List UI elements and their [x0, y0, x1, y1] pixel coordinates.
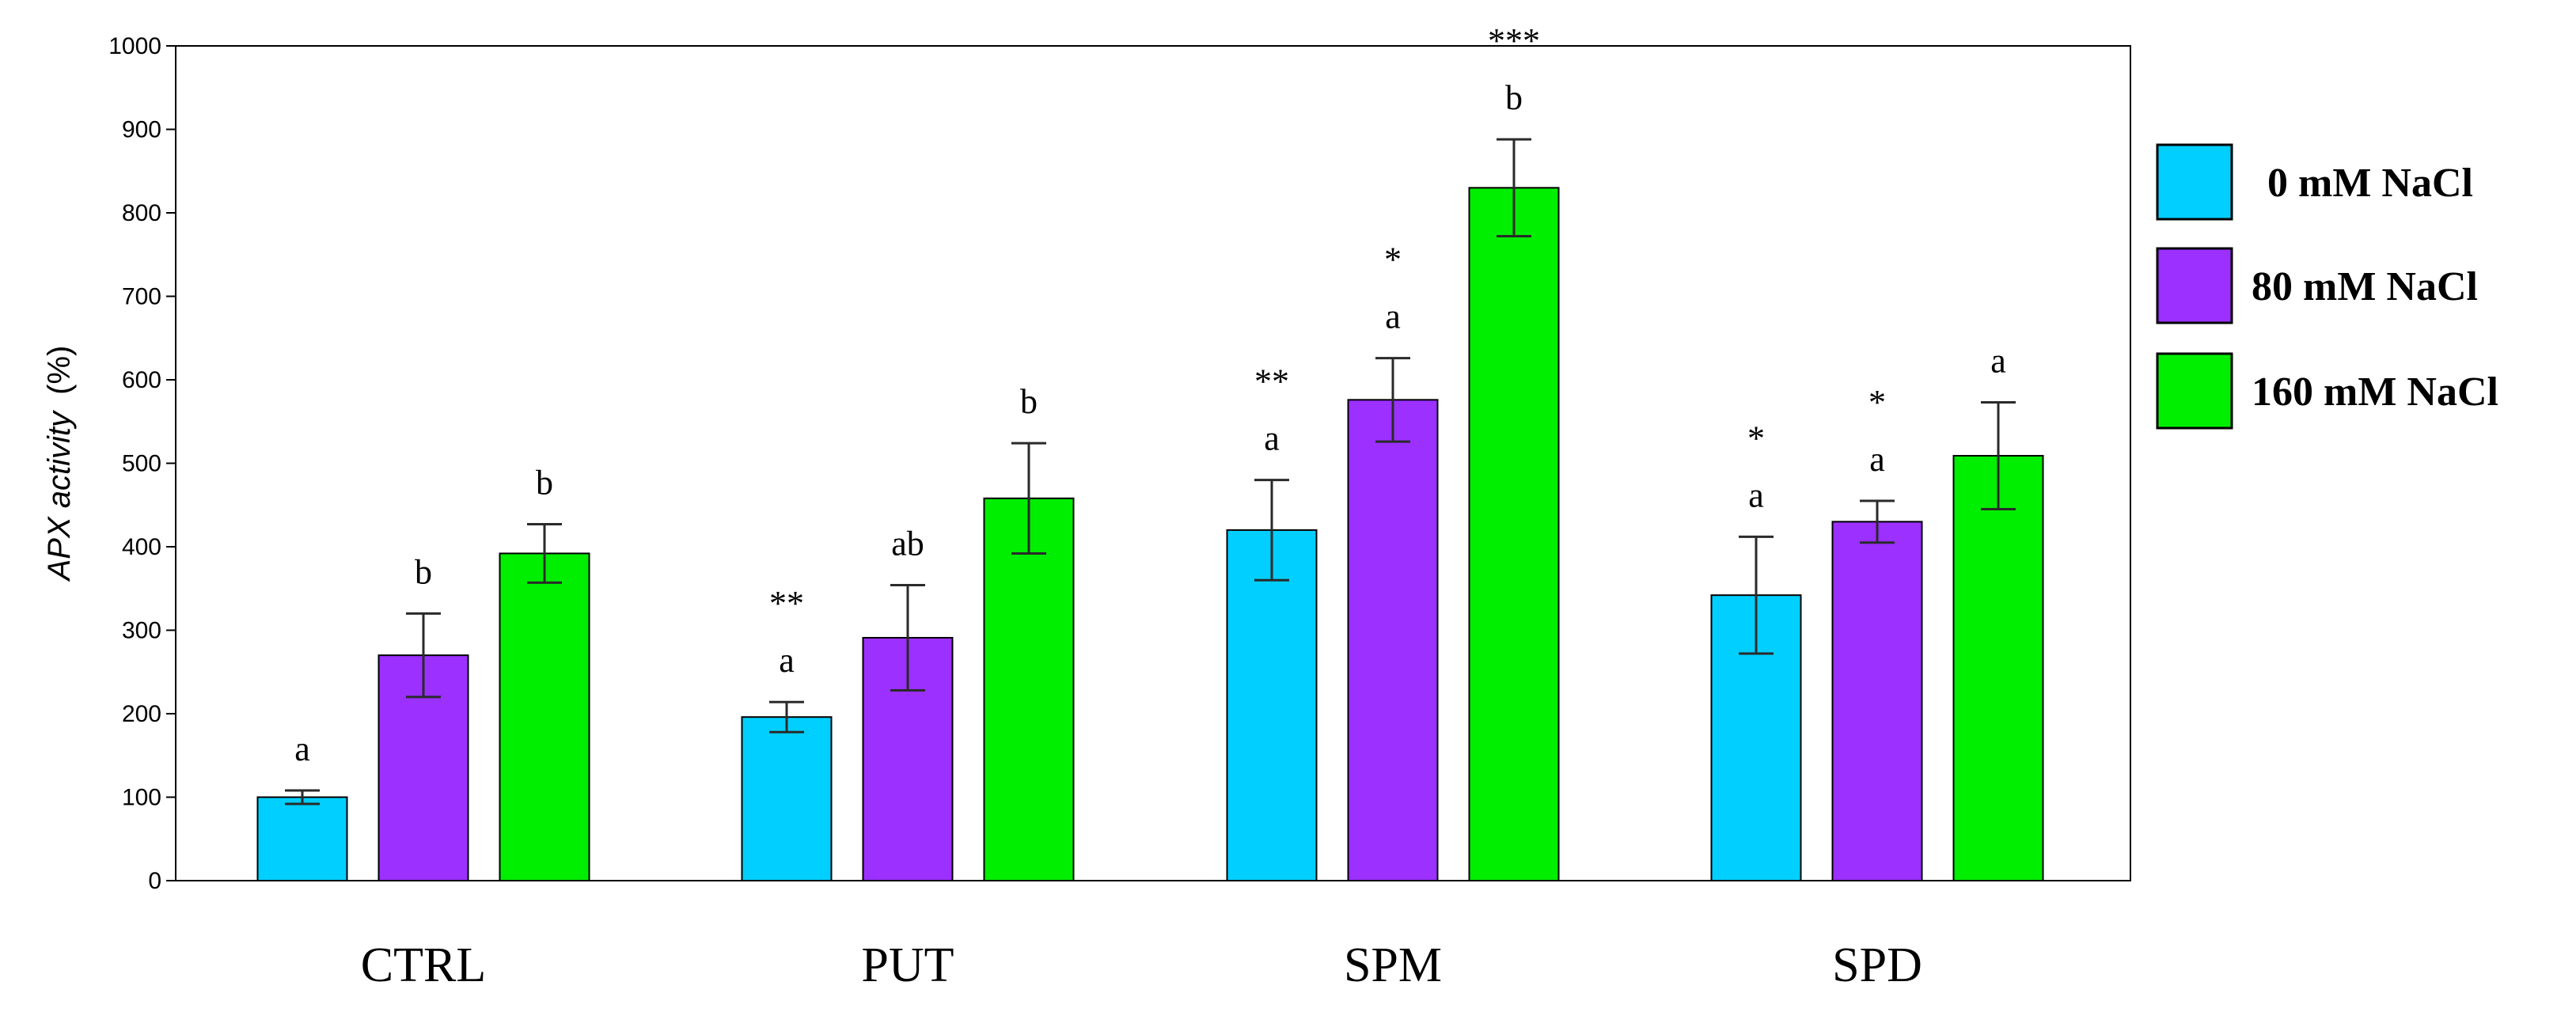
y-tick-label-600: 600 [122, 367, 161, 393]
legend-label-0: 0 mM NaCl [2267, 161, 2473, 206]
y-axis: 0 100 200 300 400 500 600 700 800 900 1000 [108, 33, 176, 894]
letter-spd-2: a [1990, 341, 2006, 380]
y-tick-label-800: 800 [122, 200, 161, 226]
x-axis-labels: CTRL PUT SPM SPD [361, 938, 1922, 992]
letter-spd-1: a [1869, 440, 1885, 479]
letter-spm-1: a [1385, 298, 1401, 336]
stars-spd-1: * [1868, 383, 1886, 422]
x-label-ctrl: CTRL [361, 938, 486, 992]
y-tick-label-100: 100 [122, 785, 161, 811]
letter-put-1: ab [891, 525, 924, 563]
letter-put-0: a [779, 641, 795, 680]
legend-swatch-0 [2156, 143, 2233, 221]
y-tick-label-200: 200 [122, 701, 161, 727]
x-label-put: PUT [861, 938, 954, 992]
y-tick-label-1000: 1000 [108, 33, 161, 59]
y-tick-label-900: 900 [122, 117, 161, 143]
stars-spm-0: ** [1254, 362, 1289, 401]
y-tick-label-300: 300 [122, 618, 161, 644]
letter-spm-0: a [1264, 419, 1280, 458]
y-tick-label-0: 0 [148, 868, 161, 894]
bar-spd-1 [1831, 521, 1923, 881]
bar-put-2 [983, 497, 1075, 881]
y-axis-label-main: APX activity [42, 409, 77, 582]
stars-put-0: ** [769, 584, 804, 623]
letter-ctrl-2: b [536, 464, 553, 502]
bar-ctrl-2 [499, 552, 590, 881]
legend: 0 mM NaCl 80 mM NaCl 160 mM NaCl [2156, 143, 2498, 430]
y-axis-label: APX activity (%) [42, 346, 77, 582]
legend-label-1: 80 mM NaCl [2252, 264, 2478, 309]
bar-put-0 [741, 716, 833, 881]
y-axis-label-unit: (%) [42, 346, 77, 395]
stars-spm-1: * [1384, 241, 1402, 279]
stars-spd-0: * [1747, 419, 1765, 457]
legend-label-2: 160 mM NaCl [2252, 370, 2498, 415]
y-tick-label-700: 700 [122, 284, 161, 310]
legend-swatch-2 [2156, 352, 2233, 430]
bar-spm-2 [1468, 187, 1560, 882]
legend-swatch-1 [2156, 247, 2233, 324]
letter-spm-2: b [1505, 78, 1523, 117]
letter-ctrl-1: b [415, 552, 432, 591]
letter-ctrl-0: a [294, 730, 310, 768]
letter-put-2: b [1020, 382, 1038, 421]
stars-spm-2: *** [1488, 21, 1540, 60]
x-label-spm: SPM [1344, 938, 1442, 992]
letter-spd-0: a [1748, 476, 1764, 514]
y-tick-label-500: 500 [122, 451, 161, 477]
x-label-spd: SPD [1832, 938, 1922, 992]
bar-ctrl-0 [256, 796, 348, 881]
bar-spd-2 [1952, 455, 2044, 881]
bar-spm-1 [1347, 399, 1439, 881]
bar-spm-0 [1226, 529, 1318, 882]
y-tick-label-400: 400 [122, 534, 161, 560]
